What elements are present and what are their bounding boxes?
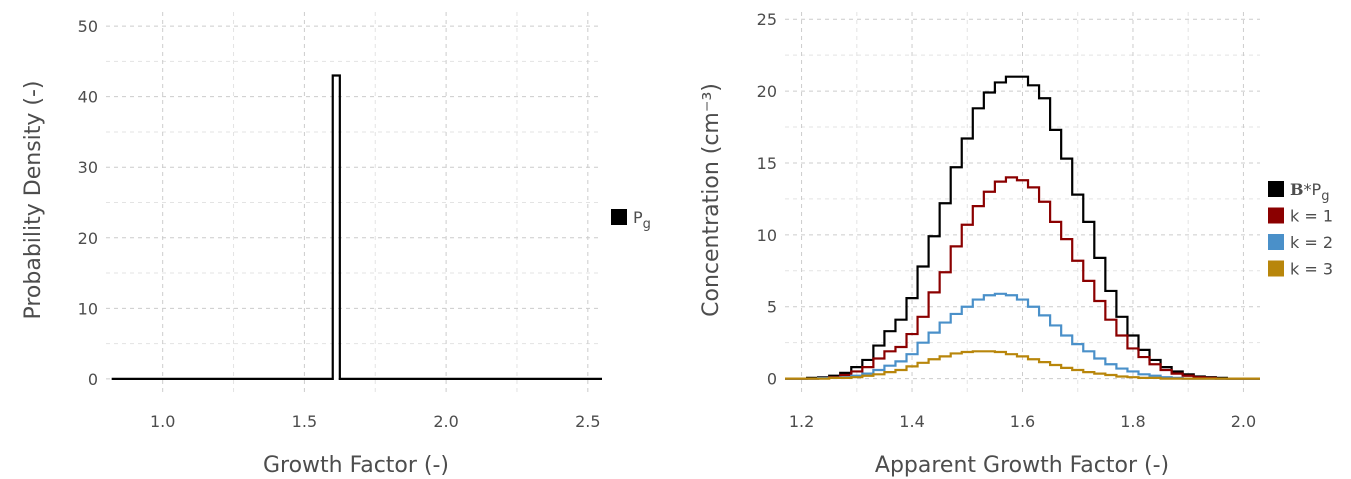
y-tick-label: 50 — [78, 17, 98, 36]
legend-label: B*Pg — [1290, 180, 1329, 204]
x-tick-label: 1.8 — [1120, 412, 1145, 431]
legend-swatch — [1268, 207, 1284, 224]
right-legend: B*Pg k = 1 k = 2 k = 3 — [1268, 180, 1333, 279]
x-tick-label: 2.0 — [1231, 412, 1256, 431]
x-tick-label: 1.4 — [899, 412, 924, 431]
left-x-ticks: 1.0 1.5 2.0 2.5 — [150, 412, 601, 431]
right-x-axis-label: Apparent Growth Factor (-) — [875, 453, 1169, 478]
right-chart: 1.2 1.4 1.6 1.8 2.0 0 5 10 15 20 25 Apparent Grow… — [699, 10, 1333, 478]
legend-swatch — [1268, 181, 1284, 197]
left-legend: Pg — [611, 208, 651, 232]
legend-swatch — [1268, 260, 1284, 277]
y-tick-label: 40 — [78, 88, 98, 107]
x-tick-label: 1.2 — [789, 412, 814, 431]
right-x-ticks: 1.2 1.4 1.6 1.8 2.0 — [789, 412, 1256, 431]
y-tick-label: 15 — [757, 154, 777, 173]
left-chart: 1.0 1.5 2.0 2.5 0 10 20 30 40 50 Growth Factor (… — [21, 12, 651, 478]
x-tick-label: 2.0 — [433, 412, 458, 431]
y-tick-label: 10 — [757, 226, 777, 245]
right-y-ticks: 0 5 10 15 20 25 — [757, 10, 777, 388]
series-line-1 — [111, 74, 602, 380]
x-tick-label: 1.0 — [150, 412, 175, 431]
left-y-axis-label: Probability Density (-) — [21, 80, 46, 319]
y-tick-label: 0 — [88, 370, 98, 389]
left-y-ticks: 0 10 20 30 40 50 — [78, 17, 98, 389]
x-tick-label: 1.6 — [1010, 412, 1035, 431]
legend-label: k = 2 — [1290, 233, 1333, 252]
left-gridlines — [106, 12, 602, 393]
series-line-2 — [785, 176, 1260, 380]
series-line-4 — [785, 350, 1260, 380]
y-tick-label: 5 — [767, 298, 777, 317]
left-x-axis-label: Growth Factor (-) — [263, 453, 449, 478]
right-y-axis-label: Concentration (cm⁻³) — [699, 83, 724, 317]
x-tick-label: 2.5 — [575, 412, 600, 431]
series-line-3 — [785, 292, 1260, 380]
legend-label: k = 1 — [1290, 207, 1333, 226]
legend-label: Pg — [633, 208, 651, 232]
y-tick-label: 0 — [767, 370, 777, 389]
right-gridlines — [785, 12, 1260, 393]
y-tick-label: 20 — [78, 229, 98, 248]
y-tick-label: 25 — [757, 10, 777, 29]
y-tick-label: 10 — [78, 299, 98, 318]
right-series — [785, 75, 1260, 380]
x-tick-label: 1.5 — [292, 412, 317, 431]
legend-label: k = 3 — [1290, 260, 1333, 279]
y-tick-label: 20 — [757, 82, 777, 101]
legend-swatch — [1268, 234, 1284, 250]
left-series — [111, 74, 602, 380]
y-tick-label: 30 — [78, 158, 98, 177]
legend-swatch — [611, 209, 627, 225]
